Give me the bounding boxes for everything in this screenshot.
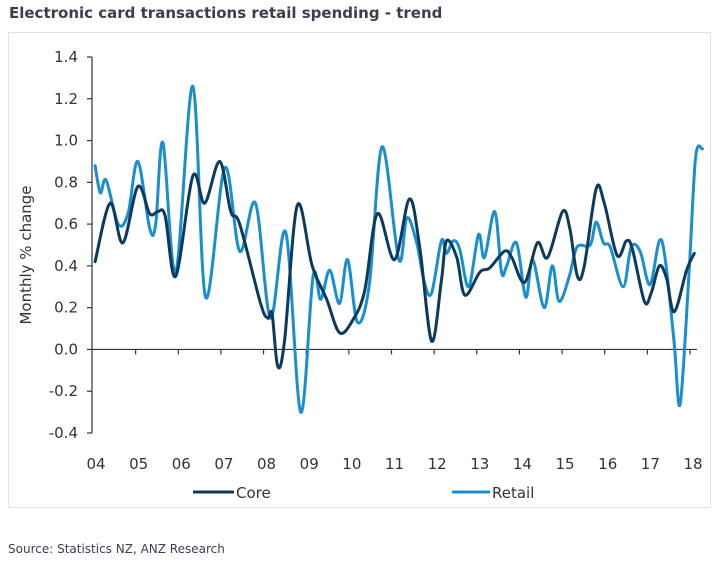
y-tick-label: 1.2 xyxy=(54,90,78,108)
y-axis-title: Monthly % change xyxy=(17,185,35,324)
source-note: Source: Statistics NZ, ANZ Research xyxy=(8,542,225,556)
y-axis: 1.4 1.2 1.0 0.8 0.6 0.4 0.2 0.0 -0.2 -0.4 xyxy=(49,48,93,442)
y-tick-label: -0.4 xyxy=(49,424,78,442)
x-tick-label: 16 xyxy=(598,455,617,473)
y-tick-label: 0.6 xyxy=(54,215,78,233)
y-tick-label: 1.4 xyxy=(54,48,78,66)
x-tick-label: 11 xyxy=(385,455,404,473)
x-tick-label: 09 xyxy=(300,455,319,473)
x-tick-label: 17 xyxy=(641,455,660,473)
x-tick-label: 06 xyxy=(172,455,191,473)
chart-frame xyxy=(8,32,711,508)
x-tick-label: 04 xyxy=(86,455,105,473)
y-tick-label: 1.0 xyxy=(54,132,78,150)
series-line-core xyxy=(93,159,696,370)
x-tick-label: 14 xyxy=(513,455,532,473)
x-tick-label: 13 xyxy=(470,455,489,473)
x-tick-label: 10 xyxy=(342,455,361,473)
y-tick-label: 0.0 xyxy=(54,340,78,358)
x-tick-label: 08 xyxy=(257,455,276,473)
legend-core-label: Core xyxy=(236,484,271,502)
y-tick-label: 0.4 xyxy=(54,257,78,275)
legend-retail-label: Retail xyxy=(492,484,534,502)
x-tick-label: 15 xyxy=(556,455,575,473)
y-tick-label: -0.2 xyxy=(49,382,78,400)
legend: Core Retail xyxy=(193,484,534,502)
x-axis: 04 05 06 07 08 09 10 11 12 13 14 15 16 17 18 xyxy=(86,348,703,473)
chart-title: Electronic card transactions retail spen… xyxy=(9,4,443,22)
series-lines xyxy=(93,84,704,414)
x-tick-label: 05 xyxy=(129,455,148,473)
x-tick-label: 12 xyxy=(428,455,447,473)
y-tick-label: 0.8 xyxy=(54,173,78,191)
x-tick-label: 07 xyxy=(214,455,233,473)
y-tick-label: 0.2 xyxy=(54,299,78,317)
x-tick-label: 18 xyxy=(683,455,702,473)
